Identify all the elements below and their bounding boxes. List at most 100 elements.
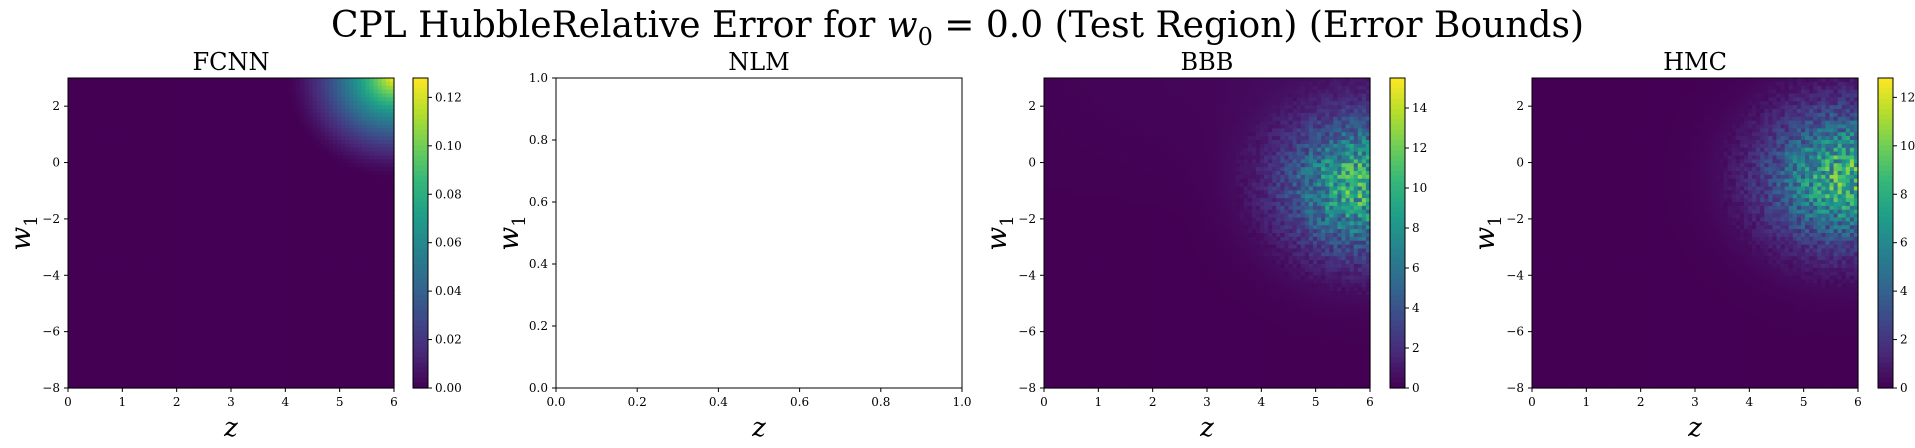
heatmap-cell (153, 167, 159, 172)
heatmap-cell (222, 283, 228, 288)
heatmap-cell (214, 233, 220, 238)
heatmap-cell (72, 306, 77, 312)
heatmap-cell (104, 264, 110, 269)
heatmap-cell (353, 314, 358, 319)
heatmap-cell (153, 271, 159, 277)
heatmap-cell (341, 283, 346, 288)
heatmap-cell (222, 194, 228, 199)
heatmap-cell (357, 159, 362, 164)
heatmap-cell (259, 267, 265, 273)
heatmap-cell (214, 155, 220, 160)
heatmap-cell (68, 85, 73, 91)
heatmap-cell (202, 205, 208, 211)
heatmap-cell (231, 93, 236, 98)
heatmap-cell (112, 279, 118, 284)
heatmap-cell (336, 132, 342, 137)
heatmap-cell (72, 109, 77, 114)
heatmap-cell (349, 287, 354, 292)
heatmap-cell (169, 306, 175, 312)
heatmap-cell (190, 233, 195, 238)
heatmap-cell (145, 198, 151, 203)
heatmap-cell (365, 252, 371, 257)
heatmap-cell (202, 89, 208, 95)
heatmap-cell (186, 186, 191, 191)
heatmap-cell (214, 267, 220, 273)
heatmap-cell (202, 136, 208, 141)
suptitle-sub: 0 (917, 23, 933, 52)
heatmap-cell (178, 155, 183, 160)
heatmap-cell (349, 217, 354, 222)
heatmap-cell (149, 143, 155, 149)
heatmap-cell (279, 171, 285, 176)
heatmap-cell (341, 221, 346, 226)
heatmap-cell (96, 140, 102, 145)
heatmap-cell (288, 194, 293, 199)
heatmap-cell (202, 128, 208, 133)
heatmap-cell (349, 240, 354, 246)
heatmap-cell (271, 229, 277, 234)
heatmap-cell (108, 116, 114, 122)
heatmap-cell (316, 252, 322, 257)
heatmap-cell (385, 186, 391, 191)
heatmap-cell (161, 194, 167, 199)
heatmap-cell (255, 271, 261, 277)
heatmap-cell (263, 186, 269, 191)
heatmap-cell (80, 229, 85, 234)
heatmap-cell (80, 140, 85, 145)
heatmap-cell (365, 85, 371, 91)
heatmap-cell (178, 225, 183, 230)
heatmap-cell (247, 205, 252, 211)
heatmap-cell (361, 291, 367, 296)
heatmap-cell (320, 140, 326, 145)
heatmap-cell (133, 174, 138, 180)
heatmap-cell (153, 182, 159, 188)
heatmap-cell (165, 233, 171, 238)
heatmap-cell (161, 217, 167, 222)
heatmap-cell (190, 186, 195, 191)
heatmap-cell (165, 295, 171, 300)
heatmap-cell (283, 112, 289, 118)
heatmap-cell (116, 101, 122, 106)
heatmap-cell (96, 116, 102, 122)
heatmap-cell (361, 279, 367, 284)
heatmap-cell (206, 310, 212, 315)
heatmap-cell (389, 209, 395, 215)
heatmap-cell (304, 275, 310, 281)
heatmap-cell (186, 306, 191, 312)
heatmap-cell (381, 136, 387, 141)
heatmap-cell (308, 78, 314, 83)
heatmap-cell (279, 205, 285, 211)
heatmap-cell (149, 291, 155, 296)
heatmap-cell (218, 264, 224, 269)
heatmap-cell (263, 236, 269, 242)
heatmap-cell (271, 256, 277, 261)
heatmap-cell (381, 310, 387, 315)
heatmap-cell (357, 209, 362, 215)
heatmap-cell (381, 89, 387, 95)
heatmap-cell (324, 136, 330, 141)
heatmap-cell (153, 291, 159, 296)
heatmap-cell (133, 217, 138, 222)
heatmap-cell (125, 306, 130, 312)
heatmap-cell (165, 186, 171, 191)
heatmap-cell (182, 93, 187, 98)
heatmap-cell (104, 120, 110, 126)
heatmap-cell (133, 264, 138, 269)
heatmap-cell (308, 116, 314, 122)
heatmap-cell (275, 279, 281, 284)
heatmap-cell (120, 291, 126, 296)
heatmap-cell (308, 275, 314, 281)
heatmap-cell (112, 310, 118, 315)
heatmap-cell (68, 163, 73, 168)
heatmap-cell (149, 221, 155, 226)
heatmap-cell (198, 85, 204, 91)
heatmap-cell (169, 318, 175, 323)
heatmap-cell (194, 209, 199, 215)
heatmap-cell (157, 143, 163, 149)
heatmap-cell (353, 244, 358, 250)
heatmap-cell (202, 132, 208, 137)
heatmap-cell (361, 287, 367, 292)
heatmap-cell (345, 314, 350, 319)
heatmap-cell (353, 275, 358, 281)
heatmap-cell (84, 267, 89, 273)
